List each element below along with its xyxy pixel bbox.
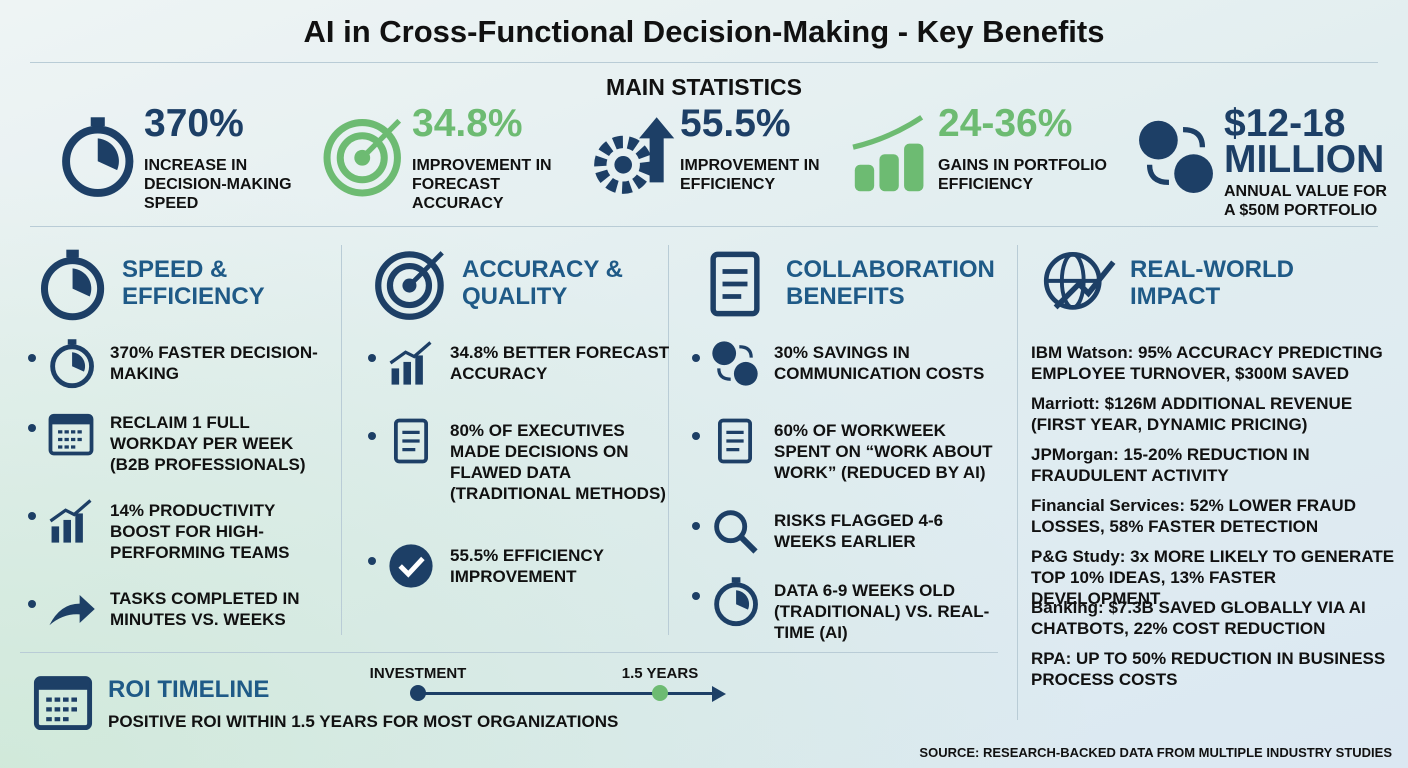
timeline-arrow bbox=[712, 686, 726, 702]
icon bbox=[714, 577, 758, 627]
divider bbox=[20, 652, 998, 653]
timeline-end-label: 1.5 YEARS bbox=[621, 665, 699, 682]
main-statistics-heading: MAIN STATISTICS bbox=[606, 74, 802, 100]
bullet bbox=[692, 522, 700, 530]
icon bbox=[48, 413, 94, 456]
bullet bbox=[368, 557, 376, 565]
bullet bbox=[368, 432, 376, 440]
icon bbox=[375, 251, 444, 320]
section-item: 30% SAVINGS IN COMMUNICATION COSTS bbox=[774, 343, 985, 383]
bullet bbox=[368, 354, 376, 362]
impact-item: Banking: $7.3B SAVED GLOBALLY VIA AI CHA… bbox=[1031, 598, 1366, 638]
section-title: REAL-WORLD IMPACT bbox=[1130, 256, 1294, 310]
icon bbox=[712, 341, 758, 386]
stat-label: ANNUAL VALUE FOR A $50M PORTFOLIO bbox=[1224, 183, 1387, 219]
divider bbox=[668, 245, 669, 635]
timeline-line bbox=[418, 692, 718, 695]
timeline-start-dot bbox=[410, 685, 426, 701]
timeline-end-dot bbox=[652, 685, 668, 701]
impact-item: Marriott: $126M ADDITIONAL REVENUE (FIRS… bbox=[1031, 394, 1353, 434]
divider bbox=[30, 226, 1378, 227]
icon bbox=[1139, 120, 1213, 193]
stat-value: 24-36% bbox=[938, 102, 1073, 145]
bullet bbox=[692, 432, 700, 440]
icon bbox=[710, 251, 760, 317]
icon bbox=[40, 249, 105, 321]
section-title: ACCURACY & QUALITY bbox=[462, 256, 623, 310]
impact-item: P&G Study: 3x MORE LIKELY TO GENERATE TO… bbox=[1031, 547, 1395, 608]
section-item: DATA 6-9 WEEKS OLD (TRADITIONAL) VS. REA… bbox=[774, 581, 990, 642]
impact-item: Financial Services: 52% LOWER FRAUD LOSS… bbox=[1031, 496, 1356, 536]
stat-label: GAINS IN PORTFOLIO EFFICIENCY bbox=[938, 157, 1107, 193]
stat-label: IMPROVEMENT IN FORECAST ACCURACY bbox=[412, 157, 552, 212]
section-item: RECLAIM 1 FULL WORKDAY PER WEEK (B2B PRO… bbox=[110, 413, 306, 474]
divider bbox=[341, 245, 342, 635]
section-item: 370% FASTER DECISION-MAKING bbox=[110, 343, 318, 383]
bullet bbox=[692, 354, 700, 362]
icon bbox=[1043, 252, 1116, 310]
icon bbox=[49, 499, 92, 543]
icon bbox=[49, 594, 95, 626]
stat-label: IMPROVEMENT IN EFFICIENCY bbox=[680, 157, 820, 193]
divider bbox=[1017, 245, 1018, 720]
impact-item: IBM Watson: 95% ACCURACY PREDICTING EMPL… bbox=[1031, 343, 1383, 383]
icon bbox=[33, 676, 93, 731]
icon bbox=[389, 341, 432, 385]
icon bbox=[852, 115, 924, 192]
title: AI in Cross-Functional Decision-Making -… bbox=[303, 14, 1105, 49]
icon bbox=[594, 117, 675, 194]
icon bbox=[714, 510, 758, 554]
section-title: COLLABORATION BENEFITS bbox=[786, 256, 995, 310]
roi-text: POSITIVE ROI WITHIN 1.5 YEARS FOR MOST O… bbox=[108, 712, 619, 731]
divider bbox=[30, 62, 1378, 63]
source: SOURCE: RESEARCH-BACKED DATA FROM MULTIP… bbox=[919, 745, 1392, 760]
bullet bbox=[28, 600, 36, 608]
icon bbox=[62, 117, 134, 197]
icon bbox=[50, 339, 94, 389]
bullet bbox=[692, 592, 700, 600]
section-item: RISKS FLAGGED 4-6 WEEKS EARLIER bbox=[774, 511, 944, 551]
stat-value: 55.5% bbox=[680, 102, 791, 145]
section-item: TASKS COMPLETED IN MINUTES VS. WEEKS bbox=[110, 589, 300, 629]
section-item: 80% OF EXECUTIVES MADE DECISIONS ON FLAW… bbox=[450, 421, 666, 503]
icon bbox=[389, 544, 433, 588]
section-item: 60% OF WORKWEEK SPENT ON “WORK ABOUT WOR… bbox=[774, 421, 993, 482]
icon bbox=[393, 418, 429, 464]
section-item: 55.5% EFFICIENCY IMPROVEMENT bbox=[450, 546, 604, 586]
stat-value: 34.8% bbox=[412, 102, 523, 145]
bullet bbox=[28, 512, 36, 520]
icon bbox=[323, 118, 402, 197]
section-title: SPEED & EFFICIENCY bbox=[122, 256, 265, 310]
section-item: 34.8% BETTER FORECAST ACCURACY bbox=[450, 343, 670, 383]
impact-item: RPA: UP TO 50% REDUCTION IN BUSINESS PRO… bbox=[1031, 649, 1386, 689]
bullet bbox=[28, 424, 36, 432]
impact-item: JPMorgan: 15-20% REDUCTION IN FRAUDULENT… bbox=[1031, 445, 1310, 485]
icon bbox=[717, 418, 753, 464]
stat-value: $12-18 MILLION bbox=[1224, 102, 1385, 181]
section-item: 14% PRODUCTIVITY BOOST FOR HIGH-PERFORMI… bbox=[110, 501, 290, 562]
stat-value: 370% bbox=[144, 102, 244, 145]
timeline-start-label: INVESTMENT bbox=[369, 665, 467, 682]
roi-title: ROI TIMELINE bbox=[108, 676, 270, 703]
stat-label: INCREASE IN DECISION-MAKING SPEED bbox=[144, 157, 292, 212]
bullet bbox=[28, 354, 36, 362]
